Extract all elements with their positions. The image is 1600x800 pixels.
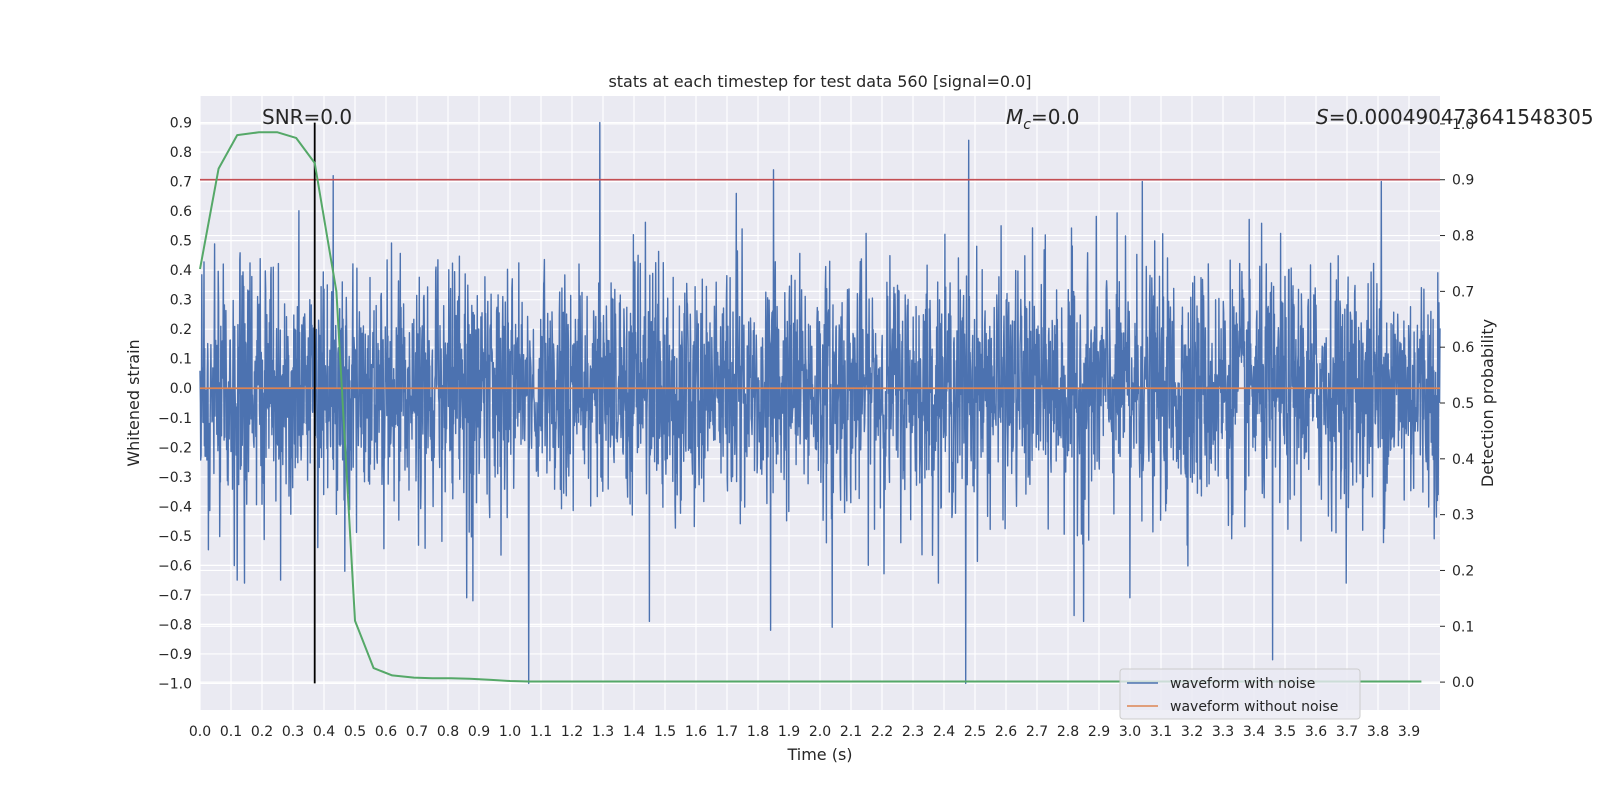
x-tick-label: 3.4	[1243, 724, 1265, 740]
x-tick-label: 2.0	[809, 724, 831, 740]
y-tick-label: −0.3	[158, 470, 192, 486]
x-tick-label: 1.9	[778, 724, 800, 740]
legend-label-clean: waveform without noise	[1170, 699, 1338, 715]
y2-axis-label: Detection probability	[1478, 319, 1497, 487]
y-tick-label: 0.1	[170, 352, 192, 368]
y-tick-label: −0.2	[158, 440, 192, 456]
s-symbol: S	[1316, 105, 1329, 129]
x-tick-label: 2.7	[1026, 724, 1048, 740]
mc-subscript: c	[1023, 117, 1031, 133]
x-tick-label: 3.3	[1212, 724, 1234, 740]
x-tick-label: 2.6	[995, 724, 1017, 740]
x-tick-label: 1.4	[623, 724, 645, 740]
y-tick-label: 0.2	[170, 322, 192, 338]
x-tick-label: 0.2	[251, 724, 273, 740]
legend: waveform with noise waveform without noi…	[1119, 668, 1361, 720]
y-tick-labels: 0.9 0.8 0.7 0.6 0.5 0.4 0.3 0.2 0.1 0.0 −0.1 −0.2 −0…	[158, 116, 192, 693]
y2-tick-label: 0.3	[1452, 508, 1474, 524]
x-tick-label: 1.6	[685, 724, 707, 740]
noise-trace	[199, 121, 1441, 685]
y2-tick-label: 0.6	[1452, 340, 1474, 356]
y2-tick-label: 0.2	[1452, 563, 1474, 579]
legend-label-noise: waveform with noise	[1170, 676, 1315, 692]
y-tick-label: −0.9	[158, 647, 192, 663]
y-tick-label: 0.0	[170, 381, 192, 397]
x-tick-labels: 0.0 0.1 0.2 0.3 0.4 0.5 0.6 0.7 0.8 0.9 1.0 1.1 1.2 1…	[189, 724, 1420, 740]
y-tick-label: 0.6	[170, 204, 192, 220]
series-detection-probability	[199, 131, 1422, 683]
s-value: =0.000490473641548305	[1329, 105, 1594, 129]
y2-tick-label: 1.0	[1452, 117, 1474, 133]
x-tick-label: 0.8	[437, 724, 459, 740]
x-tick-label: 2.1	[840, 724, 862, 740]
x-tick-label: 0.7	[406, 724, 428, 740]
x-tick-label: 3.1	[1150, 724, 1172, 740]
y-tick-label: −0.5	[158, 529, 192, 545]
legend-box	[1119, 668, 1361, 720]
y-tick-label: 0.5	[170, 234, 192, 250]
x-axis-label: Time (s)	[786, 745, 852, 764]
x-tick-label: 0.5	[344, 724, 366, 740]
series-waveform-with-noise	[199, 121, 1441, 685]
mc-symbol: M	[1006, 105, 1023, 129]
x-tick-label: 1.2	[561, 724, 583, 740]
y2-tick-label: 0.0	[1452, 675, 1474, 691]
x-tick-label: 2.4	[933, 724, 955, 740]
y-tick-label: −1.0	[158, 676, 192, 692]
x-tick-label: 3.0	[1119, 724, 1141, 740]
y-tick-label: −0.8	[158, 617, 192, 633]
y2-tick-label: 0.4	[1452, 452, 1474, 468]
y-tick-label: 0.8	[170, 145, 192, 161]
x-tick-label: 3.2	[1181, 724, 1203, 740]
y-tick-label: 0.7	[170, 175, 192, 191]
x-tick-label: 2.2	[871, 724, 893, 740]
s-annotation: S=0.000490473641548305	[1316, 105, 1594, 129]
y-tick-label: 0.4	[170, 263, 192, 279]
y-tick-label: 0.9	[170, 116, 192, 132]
y2-tick-label: 0.7	[1452, 284, 1474, 300]
x-tick-label: 3.6	[1305, 724, 1327, 740]
x-tick-label: 0.1	[220, 724, 242, 740]
x-tick-label: 0.3	[282, 724, 304, 740]
x-tick-label: 1.8	[747, 724, 769, 740]
x-tick-label: 0.9	[468, 724, 490, 740]
x-tick-label: 2.3	[902, 724, 924, 740]
y-axis-label: Whitened strain	[124, 339, 143, 466]
x-tick-label: 1.3	[592, 724, 614, 740]
y-tick-label: −0.1	[158, 411, 192, 427]
chart-title: stats at each timestep for test data 560…	[608, 72, 1031, 91]
x-tick-label: 2.5	[964, 724, 986, 740]
x-tick-label: 2.8	[1057, 724, 1079, 740]
x-tick-label: 3.8	[1367, 724, 1389, 740]
y-tick-label: −0.4	[158, 499, 192, 515]
y2-tick-label: 0.1	[1452, 619, 1474, 635]
x-tick-label: 1.7	[716, 724, 738, 740]
probability-trace	[199, 131, 1422, 683]
y-tick-label: −0.6	[158, 558, 192, 574]
y-tick-label: −0.7	[158, 588, 192, 604]
x-tick-label: 3.7	[1336, 724, 1358, 740]
y2-tick-label: 0.5	[1452, 396, 1474, 412]
y2-tick-label: 0.8	[1452, 229, 1474, 245]
x-tick-label: 3.9	[1398, 724, 1420, 740]
snr-annotation: SNR=0.0	[262, 105, 352, 129]
mc-value: =0.0	[1031, 105, 1080, 129]
x-tick-label: 0.0	[189, 724, 211, 740]
x-tick-label: 1.0	[499, 724, 521, 740]
x-tick-label: 2.9	[1088, 724, 1110, 740]
x-tick-label: 0.6	[375, 724, 397, 740]
y-tick-label: 0.3	[170, 293, 192, 309]
x-tick-label: 1.1	[530, 724, 552, 740]
y2-tick-labels: 1.0 0.9 0.8 0.7 0.6 0.5 0.4 0.3 0.2 0.1 0.0	[1440, 117, 1474, 691]
y2-tick-label: 0.9	[1452, 173, 1474, 189]
x-tick-label: 0.4	[313, 724, 335, 740]
mc-annotation: Mc=0.0	[1006, 105, 1080, 133]
x-tick-label: 1.5	[654, 724, 676, 740]
x-tick-label: 3.5	[1274, 724, 1296, 740]
